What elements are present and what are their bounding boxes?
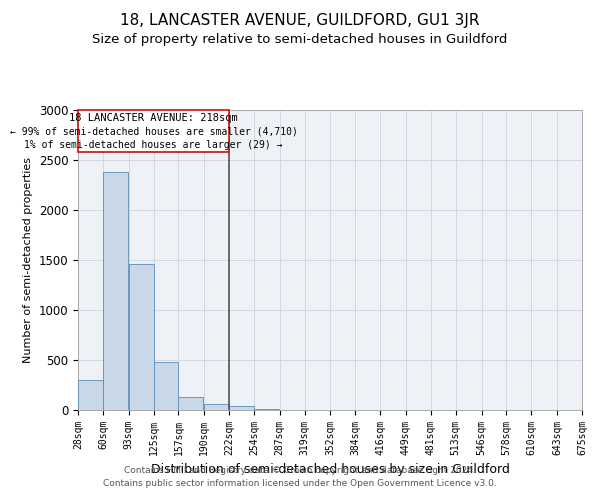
Bar [254,409,279,410]
Y-axis label: Number of semi-detached properties: Number of semi-detached properties [23,157,33,363]
Text: Size of property relative to semi-detached houses in Guildford: Size of property relative to semi-detach… [92,32,508,46]
FancyBboxPatch shape [78,110,229,152]
Bar [103,172,128,410]
Bar [78,380,103,410]
Text: 18 LANCASTER AVENUE: 218sqm: 18 LANCASTER AVENUE: 218sqm [69,112,238,122]
Bar [204,404,229,410]
Bar [154,362,178,410]
Text: ← 99% of semi-detached houses are smaller (4,710): ← 99% of semi-detached houses are smalle… [10,127,298,137]
Bar [128,264,154,410]
X-axis label: Distribution of semi-detached houses by size in Guildford: Distribution of semi-detached houses by … [151,464,509,476]
Text: 1% of semi-detached houses are larger (29) →: 1% of semi-detached houses are larger (2… [25,140,283,150]
Bar [178,397,203,410]
Bar [229,406,254,410]
Text: Contains HM Land Registry data © Crown copyright and database right 2024.
Contai: Contains HM Land Registry data © Crown c… [103,466,497,487]
Text: 18, LANCASTER AVENUE, GUILDFORD, GU1 3JR: 18, LANCASTER AVENUE, GUILDFORD, GU1 3JR [120,12,480,28]
